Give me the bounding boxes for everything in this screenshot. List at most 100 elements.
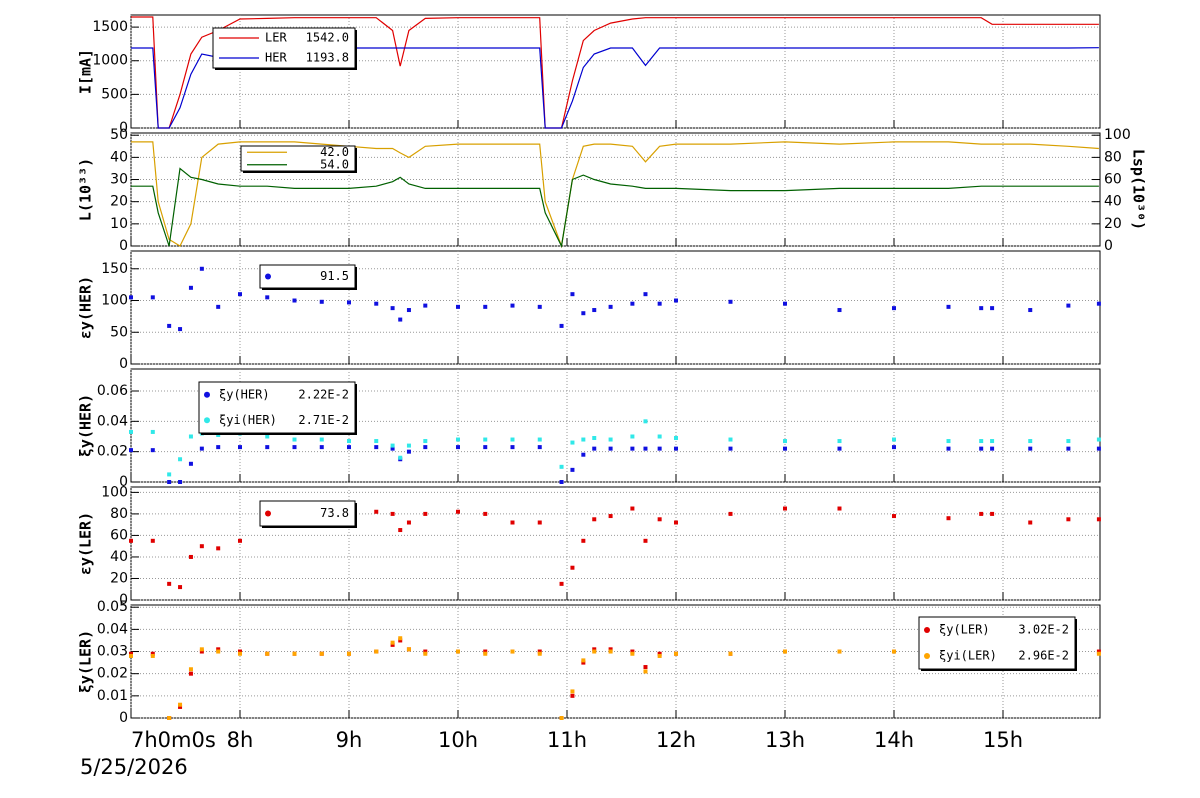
point	[199, 647, 204, 652]
point	[1096, 437, 1101, 442]
legend	[259, 500, 356, 527]
y2-tick-label: 80	[1104, 149, 1122, 165]
point	[537, 437, 542, 442]
point	[423, 445, 428, 450]
point	[1096, 301, 1101, 306]
point	[891, 445, 896, 450]
x-tick-label: 8h	[227, 728, 254, 752]
point	[150, 651, 155, 656]
point	[346, 300, 351, 305]
point	[728, 446, 733, 451]
point	[510, 445, 515, 450]
point	[510, 303, 515, 308]
point	[630, 506, 635, 511]
point	[673, 520, 678, 525]
point	[129, 653, 133, 658]
legend-value: 1542.0	[306, 31, 349, 45]
legend-symbol	[204, 417, 210, 424]
point	[782, 446, 787, 451]
y-tick-label: 0.03	[97, 644, 128, 660]
point	[608, 649, 613, 654]
point	[374, 301, 379, 306]
point	[657, 517, 662, 522]
point	[150, 295, 155, 300]
point	[728, 651, 733, 656]
point	[188, 671, 193, 676]
point	[237, 538, 242, 543]
point	[608, 647, 613, 652]
legend-label: HER	[265, 51, 287, 65]
legend	[259, 264, 356, 289]
point	[891, 514, 896, 519]
legend	[198, 381, 356, 434]
y-tick-label: 0	[119, 356, 128, 372]
point	[643, 669, 648, 674]
point	[216, 647, 221, 652]
point	[390, 642, 395, 647]
y2-tick-label: 100	[1104, 127, 1131, 143]
point	[643, 419, 648, 424]
y-tick-label: 0.04	[97, 621, 128, 637]
point	[390, 306, 395, 311]
point	[319, 651, 324, 656]
point	[592, 517, 597, 522]
point	[979, 439, 984, 444]
point	[657, 653, 662, 658]
point	[406, 308, 411, 313]
point	[592, 308, 597, 313]
point	[1028, 439, 1033, 444]
point	[570, 689, 575, 694]
point	[237, 292, 242, 297]
point	[265, 445, 270, 450]
point	[990, 446, 995, 451]
point	[237, 649, 242, 654]
legend-symbol	[924, 627, 930, 633]
point	[319, 437, 324, 442]
point	[990, 439, 995, 444]
legend-label: ξy(HER)	[219, 387, 270, 401]
point	[630, 651, 635, 656]
y-tick-label: 50	[110, 127, 128, 143]
point	[346, 651, 351, 656]
point	[592, 436, 597, 441]
x-tick-label: 13h	[765, 728, 805, 752]
point	[406, 449, 411, 454]
legend	[918, 616, 1076, 670]
y-axis-label: I[mA]	[77, 49, 95, 94]
legend	[240, 145, 356, 172]
point	[891, 437, 896, 442]
point	[837, 506, 842, 511]
point	[1066, 439, 1071, 444]
point	[782, 301, 787, 306]
point	[1066, 446, 1071, 451]
point	[398, 317, 403, 322]
point	[129, 295, 133, 300]
y-axis-label: ξy(HER)	[77, 394, 95, 457]
point	[167, 716, 172, 720]
point	[979, 446, 984, 451]
point	[292, 651, 297, 656]
point	[216, 445, 221, 450]
point	[782, 649, 787, 654]
y-tick-label: 100	[101, 484, 128, 500]
point	[199, 544, 204, 549]
point	[837, 649, 842, 654]
y-axis-label: εy(LER)	[77, 512, 95, 575]
series-line	[131, 167, 1099, 248]
y-tick-label: 0	[119, 474, 128, 490]
point	[608, 437, 613, 442]
point	[946, 516, 951, 521]
point	[150, 538, 155, 543]
y-tick-label: 40	[110, 549, 128, 565]
point	[990, 306, 995, 311]
point	[510, 649, 515, 654]
point	[673, 446, 678, 451]
legend-value: 2.96E-2	[1018, 649, 1069, 663]
point	[265, 651, 270, 656]
point	[570, 467, 575, 472]
point	[559, 716, 564, 720]
point	[167, 472, 172, 477]
y-axis-label: ξy(LER)	[77, 630, 95, 693]
point	[891, 306, 896, 311]
y-tick-label: 0.04	[97, 413, 128, 429]
